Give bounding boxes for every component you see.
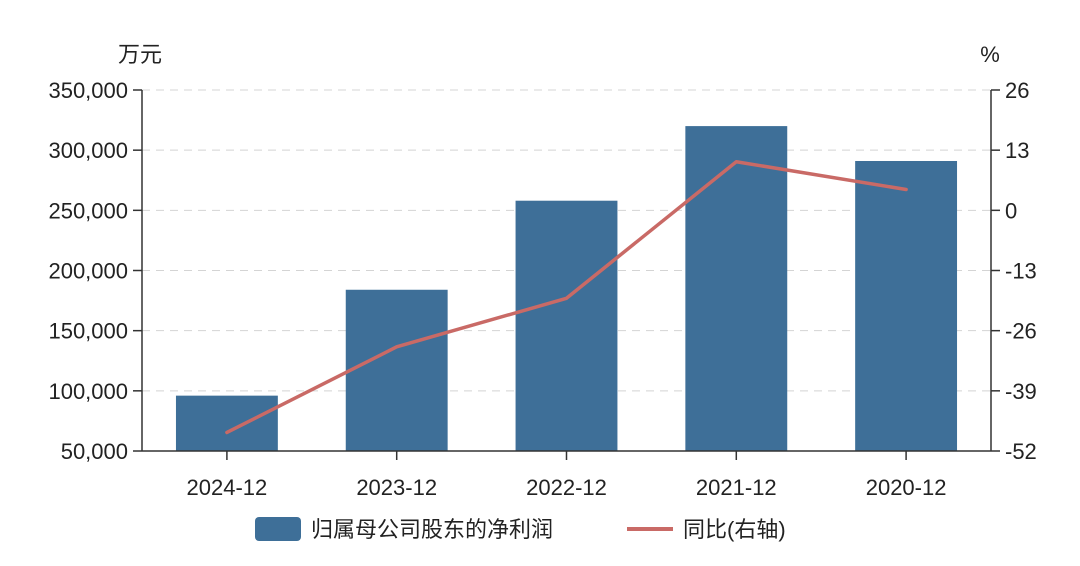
right-axis-unit: % [980,42,1000,67]
right-tick-label: 13 [1005,138,1029,163]
right-tick-label: -39 [1005,379,1037,404]
right-tick-label: 26 [1005,78,1029,103]
line-series [225,159,908,435]
x-tick-label: 2024-12 [187,475,268,500]
right-tick-label: -13 [1005,259,1037,284]
x-tick-label: 2020-12 [866,475,947,500]
left-tick-label: 300,000 [48,138,128,163]
axes: 350,000 300,000 250,000 200,000 150,000 100,0… [48,78,1036,500]
legend-swatch-bar [255,517,301,541]
legend-label-bar: 归属母公司股东的净利润 [311,517,553,542]
bar [515,200,618,451]
x-tick-label: 2022-12 [526,475,607,500]
yoy-line [225,159,908,435]
left-tick-label: 200,000 [48,259,128,284]
right-tick-label: -26 [1005,319,1037,344]
right-tick-label: 0 [1005,198,1017,223]
left-axis-unit: 万元 [118,42,162,67]
left-tick-label: 350,000 [48,78,128,103]
left-tick-label: 100,000 [48,379,128,404]
left-tick-label: 50,000 [61,439,128,464]
bar-series [175,126,958,451]
x-tick-label: 2023-12 [356,475,437,500]
bar [345,289,448,451]
x-tick-label: 2021-12 [696,475,777,500]
left-tick-label: 150,000 [48,319,128,344]
bar [685,126,788,451]
left-tick-label: 250,000 [48,198,128,223]
legend-label-line: 同比(右轴) [683,517,786,542]
bar [175,395,278,451]
bar [855,160,958,451]
right-tick-label: -52 [1005,439,1037,464]
legend: 归属母公司股东的净利润 同比(右轴) [255,517,786,542]
